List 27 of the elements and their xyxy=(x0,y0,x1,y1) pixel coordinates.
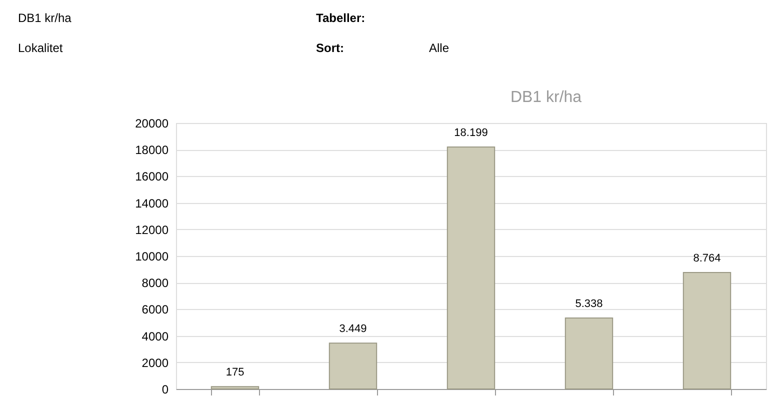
data-label: 3.449 xyxy=(339,323,367,336)
bar xyxy=(682,272,732,390)
data-label: 175 xyxy=(226,366,244,379)
y-tick-label: 8000 xyxy=(142,276,169,290)
y-tick-label: 12000 xyxy=(135,222,169,237)
text: Sort: xyxy=(316,41,344,55)
y-tick-label: 0 xyxy=(162,382,169,396)
text: Tabeller: xyxy=(316,11,366,25)
y-tick-label: 14000 xyxy=(135,196,169,210)
bar xyxy=(446,146,496,390)
y-tick-label: 4000 xyxy=(142,329,169,344)
bar xyxy=(564,318,614,390)
y-tick-label: 10000 xyxy=(135,250,169,264)
y-tick-label: 6000 xyxy=(142,302,169,317)
data-label: 18.199 xyxy=(454,126,488,139)
data-label: 5.338 xyxy=(575,298,603,310)
data-label: 8.764 xyxy=(693,252,721,264)
bar xyxy=(210,386,260,390)
text: DB1 kr/ha xyxy=(18,11,72,25)
bar xyxy=(328,342,378,390)
text: Lokalitet xyxy=(18,41,64,55)
y-tick-label: 16000 xyxy=(135,170,169,184)
y-tick-label: 2000 xyxy=(142,356,169,370)
chart-title: DB1 kr/ha xyxy=(510,89,582,106)
y-tick-label: 18000 xyxy=(135,143,169,158)
y-tick-label: 20000 xyxy=(135,116,169,130)
text: Alle xyxy=(429,41,450,55)
